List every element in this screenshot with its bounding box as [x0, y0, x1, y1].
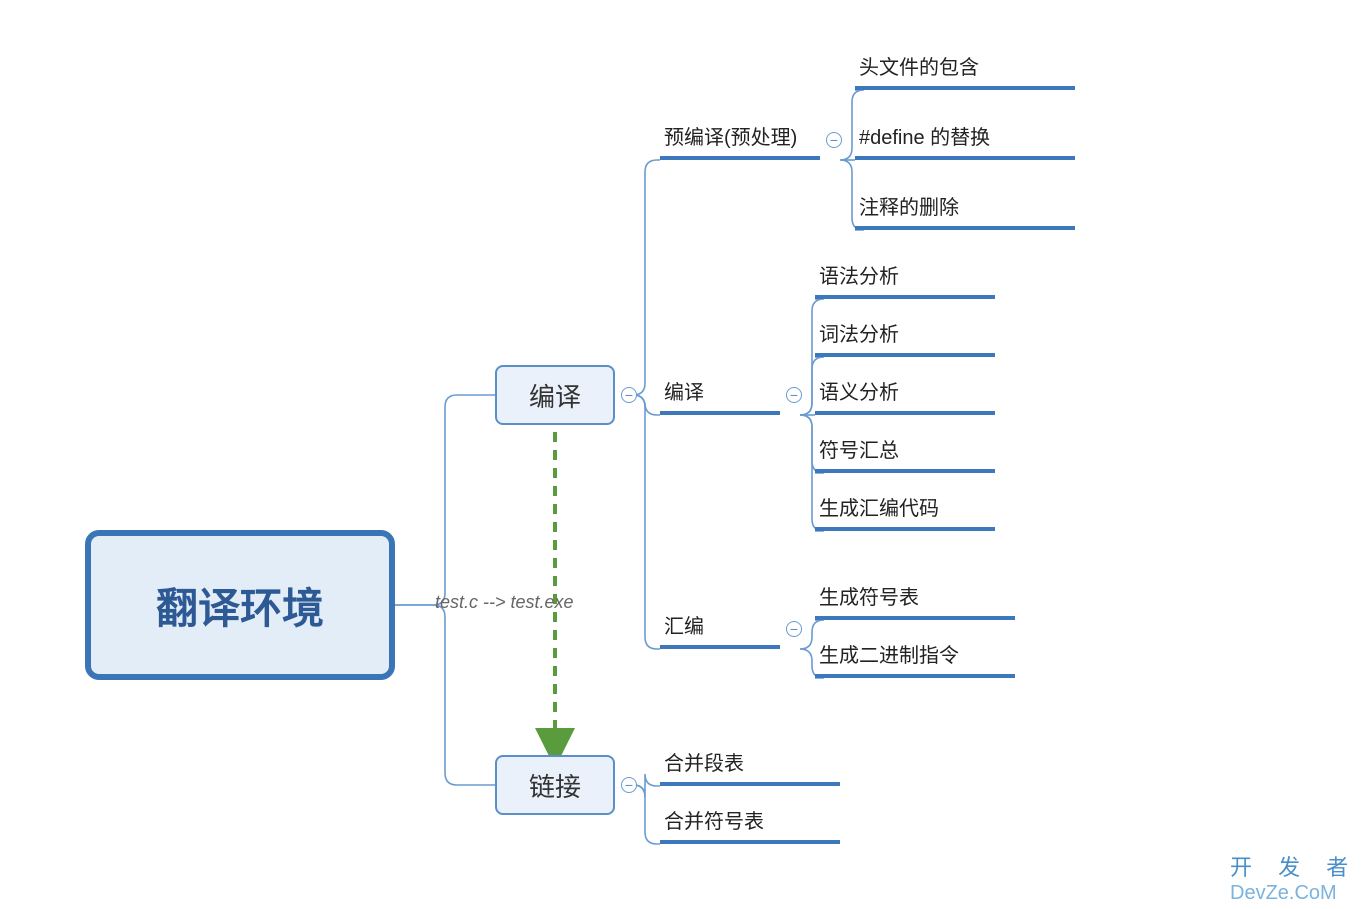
watermark: 开 发 者 DevZe.CoM: [1230, 850, 1358, 905]
node-compile: 编译: [495, 365, 615, 425]
collapse-link[interactable]: −: [621, 777, 637, 793]
leaf-4: 词法分析: [815, 317, 995, 357]
leaf-9-label: 生成二进制指令: [819, 639, 959, 668]
leaf-7-label: 生成汇编代码: [819, 492, 939, 521]
leaf-1-label: #define 的替换: [859, 121, 990, 150]
leaf-3-label: 语法分析: [819, 260, 899, 289]
collapse-compile2-label: −: [790, 388, 798, 402]
leaf-9: 生成二进制指令: [815, 638, 1015, 678]
node-assemble: 汇编: [660, 609, 780, 649]
node-compile-label: 编译: [529, 377, 581, 414]
node-assemble-label: 汇编: [664, 610, 704, 639]
leaf-0: 头文件的包含: [855, 50, 1075, 90]
collapse-compile-label: −: [625, 388, 633, 402]
collapse-assemble-label: −: [790, 622, 798, 636]
node-link-label: 链接: [529, 767, 581, 804]
arrow-annotation: test.c --> test.exe: [435, 592, 574, 613]
leaf-5: 语义分析: [815, 375, 995, 415]
collapse-link-label: −: [625, 778, 633, 792]
node-compile2: 编译: [660, 375, 780, 415]
leaf-0-label: 头文件的包含: [859, 51, 979, 80]
leaf-8: 生成符号表: [815, 580, 1015, 620]
collapse-assemble[interactable]: −: [786, 621, 802, 637]
leaf-5-label: 语义分析: [819, 376, 899, 405]
leaf-11-label: 合并符号表: [664, 805, 764, 834]
leaf-7: 生成汇编代码: [815, 491, 995, 531]
root-node: 翻译环境: [85, 530, 395, 680]
leaf-3: 语法分析: [815, 259, 995, 299]
leaf-4-label: 词法分析: [819, 318, 899, 347]
collapse-compile2[interactable]: −: [786, 387, 802, 403]
leaf-1: #define 的替换: [855, 120, 1075, 160]
annotation-text: test.c --> test.exe: [435, 592, 574, 612]
leaf-2: 注释的删除: [855, 190, 1075, 230]
leaf-8-label: 生成符号表: [819, 581, 919, 610]
leaf-10: 合并段表: [660, 746, 840, 786]
leaf-6: 符号汇总: [815, 433, 995, 473]
root-label: 翻译环境: [156, 575, 324, 636]
node-precompile: 预编译(预处理): [660, 120, 820, 160]
node-precompile-label: 预编译(预处理): [664, 121, 797, 150]
watermark-line2: DevZe.CoM: [1230, 882, 1358, 905]
node-link: 链接: [495, 755, 615, 815]
collapse-precompile[interactable]: −: [826, 132, 842, 148]
leaf-6-label: 符号汇总: [819, 434, 899, 463]
leaf-10-label: 合并段表: [664, 747, 744, 776]
collapse-compile[interactable]: −: [621, 387, 637, 403]
collapse-precompile-label: −: [830, 133, 838, 147]
node-compile2-label: 编译: [664, 376, 704, 405]
watermark-line1: 开 发 者: [1230, 850, 1358, 882]
leaf-2-label: 注释的删除: [859, 191, 959, 220]
leaf-11: 合并符号表: [660, 804, 840, 844]
